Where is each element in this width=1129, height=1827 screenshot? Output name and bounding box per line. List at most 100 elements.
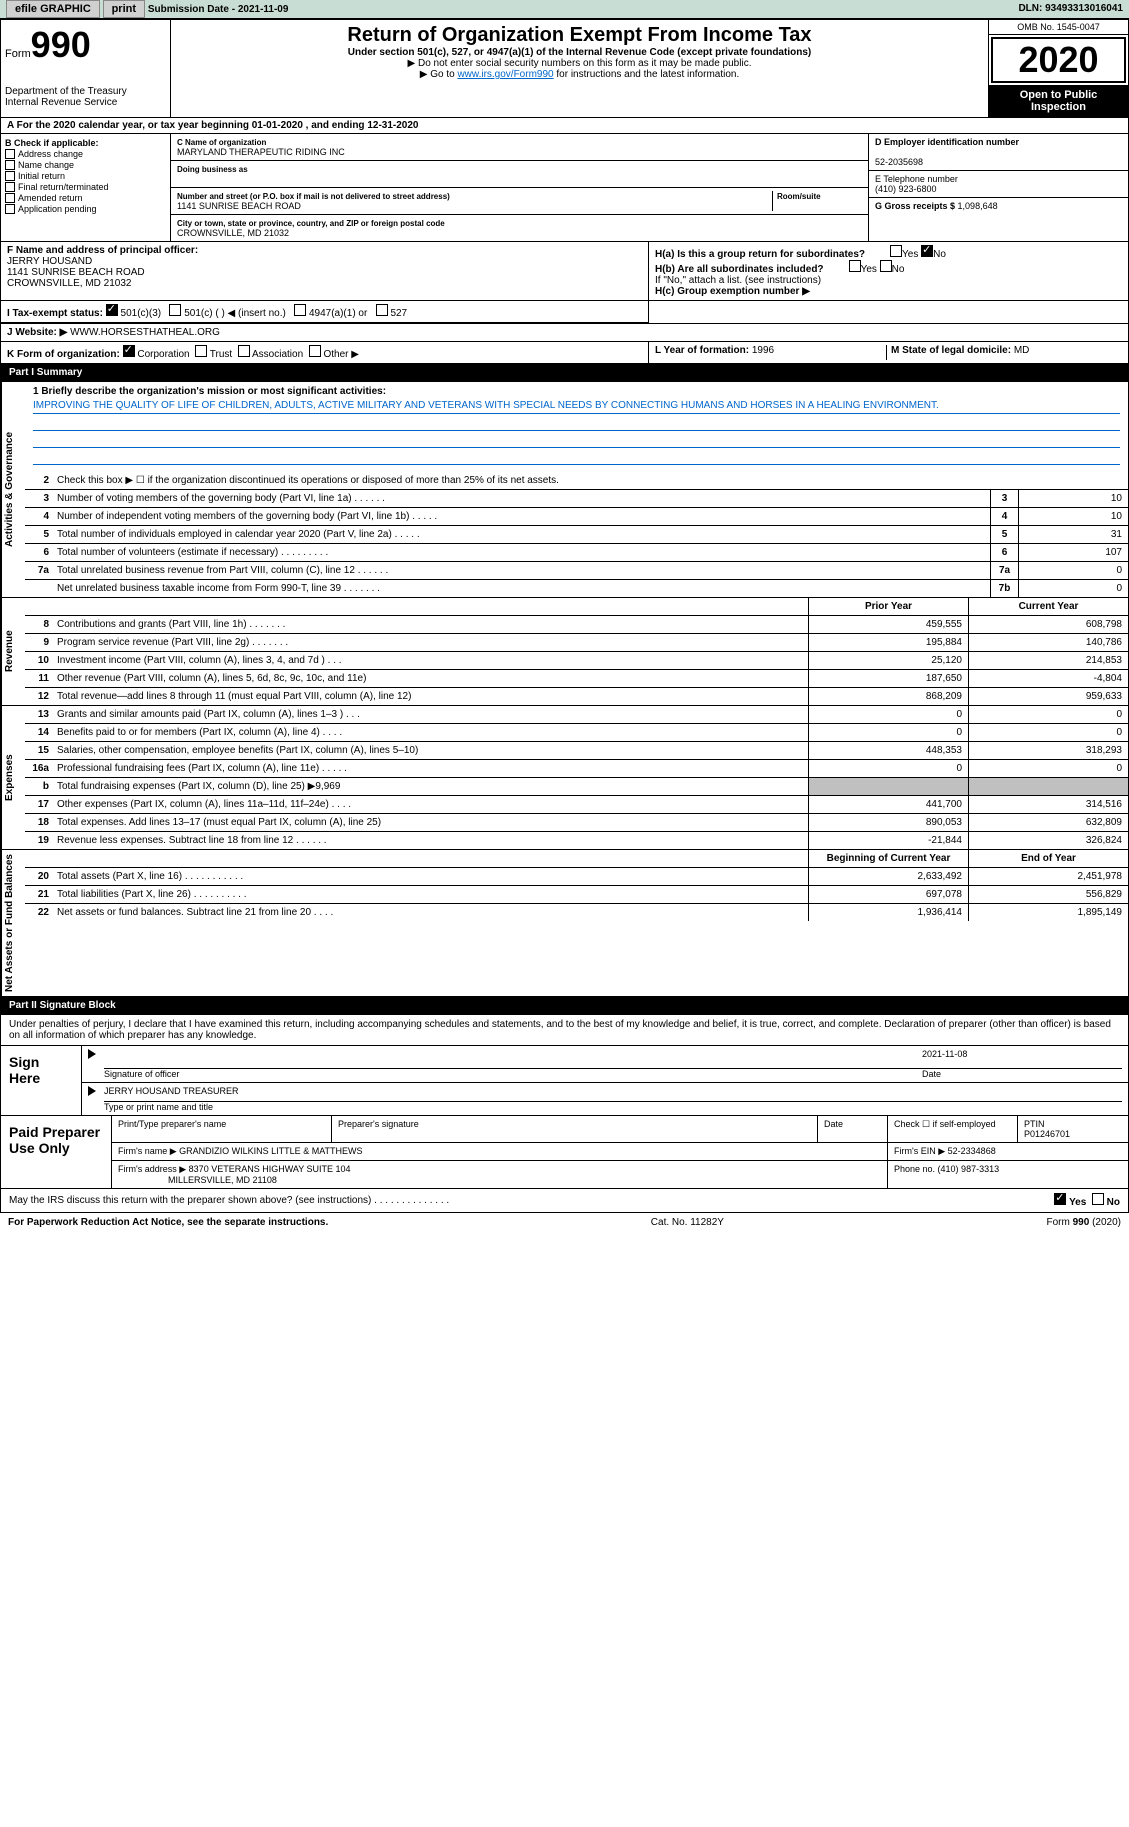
summary-line-20: 20Total assets (Part X, line 16) . . . .…	[25, 868, 1128, 886]
row-h-group: H(a) Is this a group return for subordin…	[648, 242, 1128, 300]
vtab-expenses: Expenses	[1, 706, 25, 849]
colb-checkbox-2[interactable]	[5, 171, 15, 181]
row-a-tax-year: A For the 2020 calendar year, or tax yea…	[0, 118, 1129, 134]
vtab-net-assets: Net Assets or Fund Balances	[1, 850, 25, 996]
firm-addr1: 8370 VETERANS HIGHWAY SUITE 104	[189, 1164, 351, 1174]
summary-line-17: 17Other expenses (Part IX, column (A), l…	[25, 796, 1128, 814]
tax-exempt-label: I Tax-exempt status:	[7, 308, 103, 319]
open-to-public: Open to Public Inspection	[989, 85, 1128, 117]
website-value: WWW.HORSESTHATHEAL.ORG	[70, 327, 220, 338]
summary-line-12: 12Total revenue—add lines 8 through 11 (…	[25, 688, 1128, 705]
sign-here-label: Sign Here	[1, 1046, 81, 1115]
hb-no-checkbox[interactable]	[880, 260, 892, 272]
prep-name-label: Print/Type preparer's name	[112, 1116, 332, 1142]
tel-label: E Telephone number	[875, 174, 958, 184]
form-title: Return of Organization Exempt From Incom…	[175, 24, 984, 47]
line1-mission: 1 Briefly describe the organization's mi…	[25, 382, 1128, 472]
cat-number: Cat. No. 11282Y	[651, 1217, 724, 1228]
firm-ein-label: Firm's EIN ▶	[894, 1146, 945, 1156]
501c-checkbox[interactable]	[169, 304, 181, 316]
colb-checkbox-3[interactable]	[5, 182, 15, 192]
ha-yes-checkbox[interactable]	[890, 245, 902, 257]
col-current-year: Current Year	[968, 598, 1128, 615]
gross-label: G Gross receipts $	[875, 201, 958, 211]
room-label: Room/suite	[777, 192, 821, 201]
summary-line-b: bTotal fundraising expenses (Part IX, co…	[25, 778, 1128, 796]
mission-text: IMPROVING THE QUALITY OF LIFE OF CHILDRE…	[33, 400, 1120, 414]
colb-item-3: Final return/terminated	[5, 182, 166, 192]
assoc-checkbox[interactable]	[238, 345, 250, 357]
hb-yes-checkbox[interactable]	[849, 260, 861, 272]
dln-value: 93493313016041	[1045, 3, 1123, 14]
omb-number: OMB No. 1545-0047	[989, 20, 1128, 35]
form-ref: Form 990 (2020)	[1047, 1217, 1121, 1228]
pra-notice: For Paperwork Reduction Act Notice, see …	[8, 1217, 328, 1228]
header-middle: Return of Organization Exempt From Incom…	[171, 20, 988, 117]
form-header: Form 990 Department of the Treasury Inte…	[0, 19, 1129, 118]
summary-line-11: 11Other revenue (Part VIII, column (A), …	[25, 670, 1128, 688]
4947-checkbox[interactable]	[294, 304, 306, 316]
summary-line-14: 14Benefits paid to or for members (Part …	[25, 724, 1128, 742]
addr-value: 1141 SUNRISE BEACH ROAD	[177, 201, 301, 211]
irs-link[interactable]: www.irs.gov/Form990	[457, 69, 553, 80]
summary-line-10: 10Investment income (Part VIII, column (…	[25, 652, 1128, 670]
efile-button[interactable]: efile GRAPHIC	[6, 0, 100, 18]
phone-label: Phone no.	[894, 1164, 938, 1174]
colb-checkbox-1[interactable]	[5, 160, 15, 170]
name-arrow-icon	[88, 1086, 96, 1096]
row-f-h: F Name and address of principal officer:…	[0, 242, 1129, 301]
self-emp-label: Check ☐ if self-employed	[888, 1116, 1018, 1142]
summary-revenue: Revenue Prior Year Current Year 8Contrib…	[0, 598, 1129, 706]
discuss-yes-checkbox[interactable]	[1054, 1193, 1066, 1205]
form-number: 990	[31, 24, 91, 66]
col-prior-year: Prior Year	[808, 598, 968, 615]
discuss-no-checkbox[interactable]	[1092, 1193, 1104, 1205]
colb-checkbox-0[interactable]	[5, 149, 15, 159]
sig-date-label: Date	[922, 1069, 941, 1079]
summary-line-15: 15Salaries, other compensation, employee…	[25, 742, 1128, 760]
city-label: City or town, state or province, country…	[177, 219, 445, 228]
firm-addr2: MILLERSVILLE, MD 21108	[168, 1175, 277, 1185]
501c3-checkbox[interactable]	[106, 304, 118, 316]
summary-line-16a: 16aProfessional fundraising fees (Part I…	[25, 760, 1128, 778]
print-button[interactable]: print	[103, 0, 145, 18]
name-title-label: Type or print name and title	[104, 1102, 213, 1112]
other-checkbox[interactable]	[309, 345, 321, 357]
527-checkbox[interactable]	[376, 304, 388, 316]
org-name-label: C Name of organization	[177, 138, 266, 147]
perjury-declaration: Under penalties of perjury, I declare th…	[1, 1015, 1128, 1045]
colb-checkbox-4[interactable]	[5, 193, 15, 203]
col-b-title: B Check if applicable:	[5, 138, 99, 148]
discuss-text: May the IRS discuss this return with the…	[9, 1195, 449, 1206]
summary-line-13: 13Grants and similar amounts paid (Part …	[25, 706, 1128, 724]
gross-value: 1,098,648	[958, 201, 998, 211]
dln-label: DLN:	[1018, 3, 1045, 14]
col-b-checkboxes: B Check if applicable: Address changeNam…	[1, 134, 171, 241]
colb-item-4: Amended return	[5, 193, 166, 203]
addr-label: Number and street (or P.O. box if mail i…	[177, 192, 450, 201]
summary-line-6: 6Total number of volunteers (estimate if…	[25, 544, 1128, 562]
signature-block: Under penalties of perjury, I declare th…	[0, 1015, 1129, 1189]
part-i-header: Part I Summary	[0, 364, 1129, 382]
dba-label: Doing business as	[177, 165, 248, 174]
top-grid: B Check if applicable: Address changeNam…	[0, 134, 1129, 242]
form-org-label: K Form of organization:	[7, 349, 120, 360]
form-word: Form	[5, 48, 31, 60]
header-left: Form 990 Department of the Treasury Inte…	[1, 20, 171, 117]
ha-no-checkbox[interactable]	[921, 245, 933, 257]
summary-net: Net Assets or Fund Balances Beginning of…	[0, 850, 1129, 997]
colb-item-1: Name change	[5, 160, 166, 170]
ein-label: D Employer identification number	[875, 137, 1019, 147]
ptin-label: PTIN	[1024, 1119, 1045, 1129]
summary-line-9: 9Program service revenue (Part VIII, lin…	[25, 634, 1128, 652]
firm-addr-label: Firm's address ▶	[118, 1164, 186, 1174]
colb-checkbox-5[interactable]	[5, 204, 15, 214]
prep-date-label: Date	[818, 1116, 888, 1142]
page-footer: For Paperwork Reduction Act Notice, see …	[0, 1213, 1129, 1232]
col-c-org-info: C Name of organization MARYLAND THERAPEU…	[171, 134, 868, 241]
discuss-row: May the IRS discuss this return with the…	[0, 1189, 1129, 1213]
trust-checkbox[interactable]	[195, 345, 207, 357]
corp-checkbox[interactable]	[123, 345, 135, 357]
row-j-website: J Website: ▶ WWW.HORSESTHATHEAL.ORG	[0, 324, 1129, 342]
summary-line-18: 18Total expenses. Add lines 13–17 (must …	[25, 814, 1128, 832]
